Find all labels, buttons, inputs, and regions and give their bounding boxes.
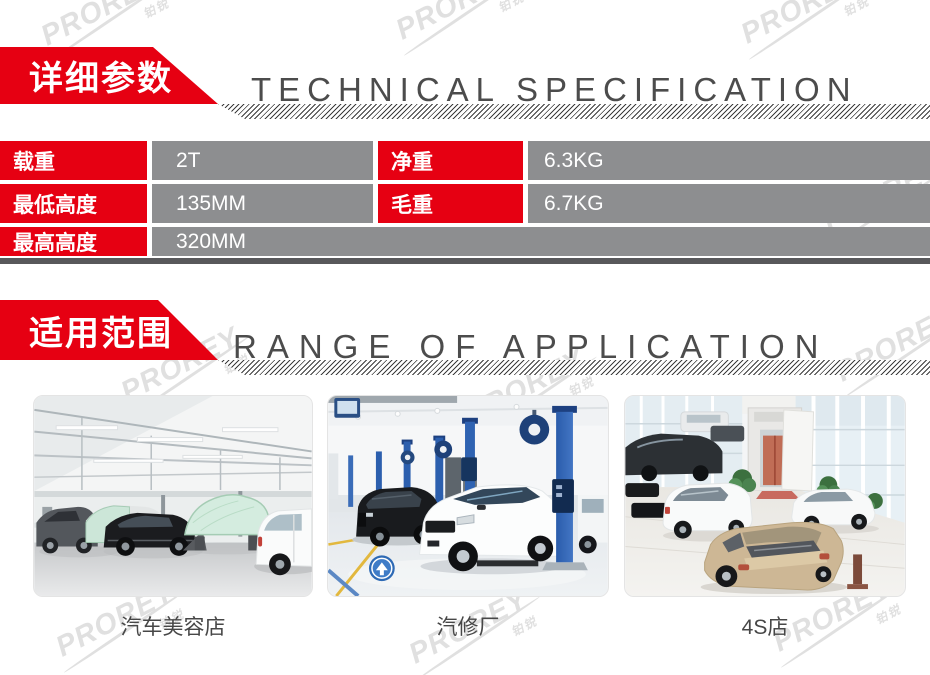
application-banner-label: 适用范围 [29,314,173,353]
photo-caption-car-beauty-shop: 汽车美容店 [120,616,226,639]
spec-label: 最低高度 [0,184,147,223]
car-beauty-shop-illustration [34,396,312,596]
photo-caption-repair-shop: 汽修厂 [436,616,500,639]
photo-car-beauty-shop [33,395,313,597]
specs-section-banner: 详细参数 [0,47,218,104]
table-bottom-divider [0,258,930,264]
spec-label: 净重 [378,141,523,180]
repair-shop-illustration [328,396,608,596]
spec-value: 2T [152,141,373,180]
spec-label: 毛重 [378,184,523,223]
hatch-divider [218,104,930,119]
hatch-divider [218,360,930,375]
specs-section-title: TECHNICAL SPECIFICATION [251,71,858,108]
spec-table-row: 载重 2T 净重 6.3KG [0,141,930,180]
specs-banner-label: 详细参数 [29,60,173,98]
spec-table-row: 最高高度 320MM [0,227,930,256]
application-section-banner: 适用范围 [0,300,218,360]
spec-value: 135MM [152,184,373,223]
photo-caption-4s-store: 4S店 [741,616,789,639]
photo-4s-showroom [624,395,906,597]
application-section-title: RANGE OF APPLICATION [233,328,829,365]
spec-label: 载重 [0,141,147,180]
spec-value: 6.3KG [528,141,930,180]
spec-value: 320MM [152,227,930,256]
showroom-illustration [625,396,905,596]
photo-repair-shop [327,395,609,597]
spec-table-row: 最低高度 135MM 毛重 6.7KG [0,184,930,223]
spec-value: 6.7KG [528,184,930,223]
spec-label: 最高高度 [0,227,147,256]
